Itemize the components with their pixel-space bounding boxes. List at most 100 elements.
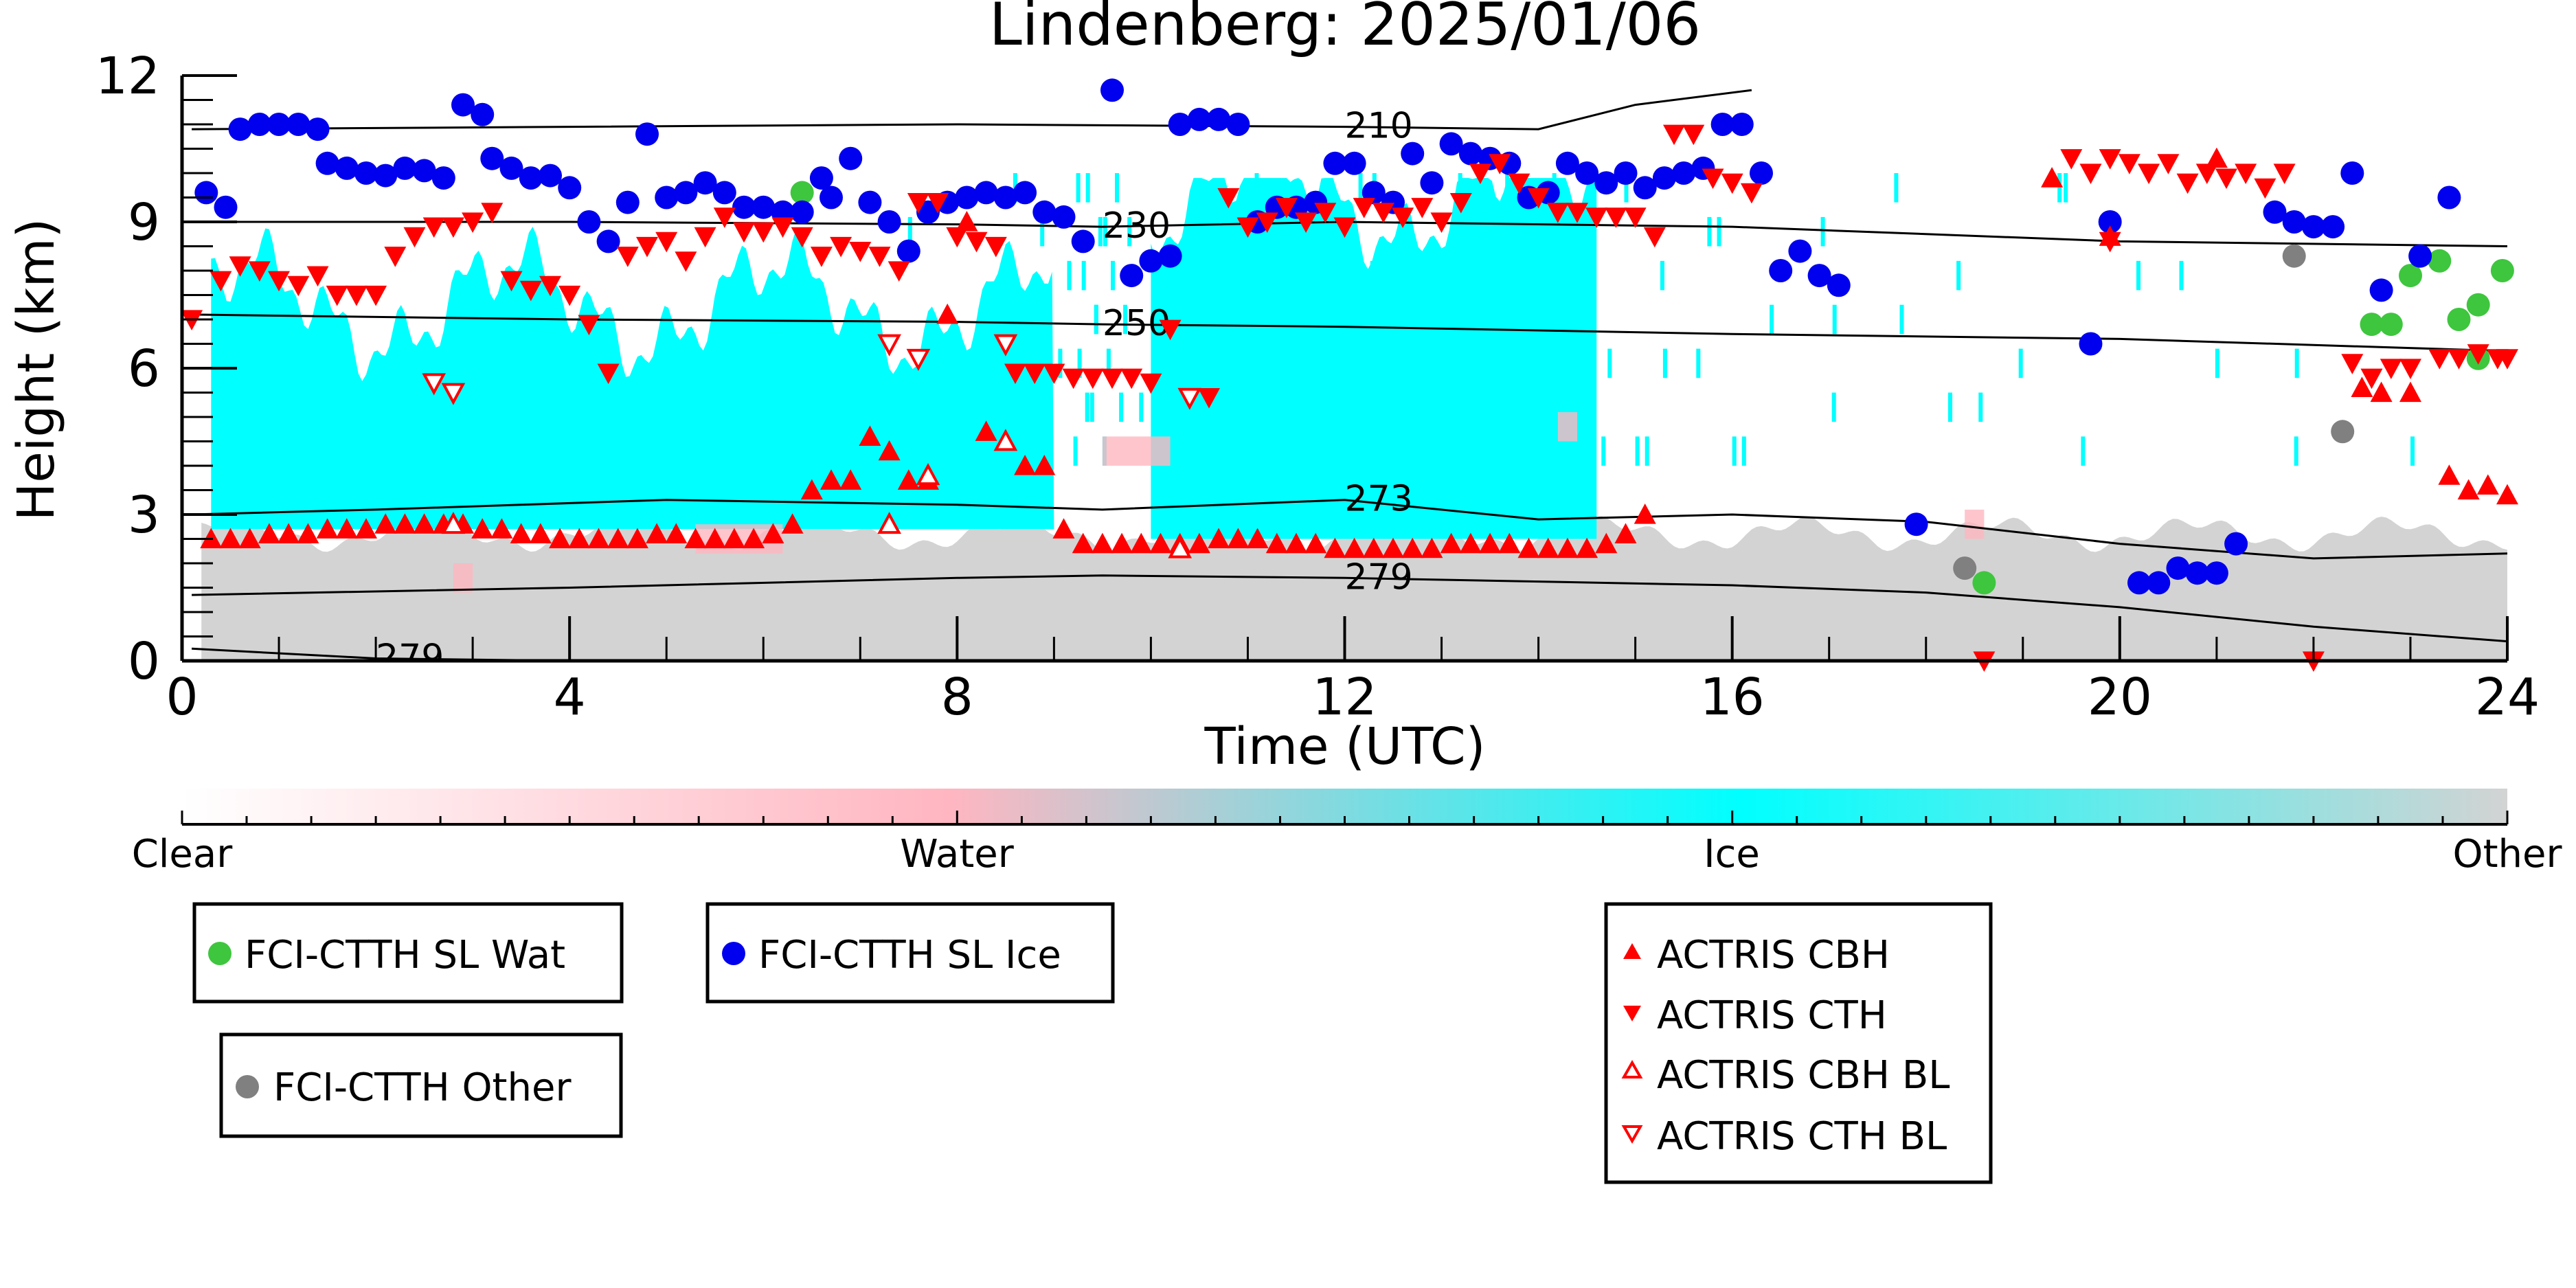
data-point [1702, 168, 1724, 190]
data-point [2428, 349, 2451, 370]
ice-streak [1469, 216, 1473, 247]
data-point [1226, 113, 1250, 136]
data-point [1953, 556, 1977, 580]
x-axis-label: Time (UTC) [1204, 717, 1485, 776]
y-tick-label: 9 [128, 193, 160, 252]
ice-streak [1370, 260, 1375, 291]
data-point [1614, 161, 1638, 185]
data-point [441, 383, 466, 405]
contour-label-279: 279 [1345, 556, 1413, 598]
ice-streak [1067, 260, 1072, 291]
ice-streak [986, 436, 991, 466]
data-point [896, 239, 920, 263]
data-point [519, 280, 542, 302]
data-point [539, 163, 562, 188]
x-tick-label: 12 [1312, 668, 1377, 727]
data-point [1120, 264, 1144, 288]
data-point [1323, 151, 1347, 175]
data-point [927, 193, 949, 214]
ice-streak [2294, 348, 2299, 379]
ice-streak [1089, 392, 1094, 422]
data-point [1256, 212, 1278, 233]
data-point [1207, 107, 1231, 131]
data-point [1168, 113, 1192, 136]
ice-streak [1098, 216, 1103, 247]
data-point [345, 285, 368, 306]
data-point [1168, 536, 1193, 558]
data-point [441, 511, 466, 534]
data-point [214, 195, 238, 219]
data-point [1439, 132, 1463, 156]
data-point [1062, 368, 1085, 389]
data-point [733, 222, 755, 243]
data-point [1392, 207, 1414, 228]
contour-line-250 [192, 313, 2507, 352]
data-point [1633, 176, 1657, 200]
ice-streak [1588, 392, 1593, 422]
data-point [1304, 532, 1327, 554]
data-point [955, 185, 979, 210]
data-point [655, 231, 678, 253]
series-fci-ctth-other [1953, 244, 2355, 580]
data-point [839, 146, 863, 170]
ice-streak [1583, 348, 1588, 379]
data-point [1236, 217, 1259, 238]
data-point [1555, 151, 1579, 175]
data-point [2273, 163, 2296, 184]
data-point [1740, 183, 1763, 204]
ice-streak [1832, 304, 1837, 335]
data-point [500, 271, 523, 292]
data-point [2185, 561, 2209, 585]
data-point [1188, 532, 1210, 554]
data-point [1508, 173, 1530, 194]
ice-streak [1058, 348, 1063, 379]
data-point [471, 518, 494, 539]
x-tick-label: 8 [941, 668, 973, 727]
data-point [2351, 376, 2373, 397]
data-point [442, 217, 464, 238]
x-tick-label: 20 [2088, 668, 2152, 727]
data-point [2079, 163, 2102, 184]
data-point [993, 334, 1018, 357]
data-point [1013, 181, 1037, 205]
data-point [1672, 161, 1696, 185]
series-fci-ctth-sl-ice [194, 78, 2461, 595]
data-point [2098, 210, 2122, 234]
data-point [1430, 212, 1453, 233]
data-point [2428, 249, 2452, 273]
ice-streak [1497, 304, 1502, 335]
data-point [888, 261, 910, 282]
ice-streak [1978, 392, 1983, 422]
data-point [703, 528, 726, 549]
data-point [993, 185, 1017, 210]
ice-streak [1635, 436, 1640, 466]
ice-streak [1022, 392, 1026, 422]
data-point [247, 113, 271, 136]
data-point [384, 247, 407, 267]
contour-label-279: 279 [376, 637, 444, 678]
ice-streak [1358, 173, 1363, 203]
data-point [791, 227, 813, 248]
data-point [431, 166, 455, 190]
data-point [1788, 239, 1812, 263]
data-point [974, 181, 998, 205]
data-point [616, 247, 639, 267]
data-point [2490, 259, 2514, 282]
data-point [1730, 113, 1754, 136]
legend-fci-other-marker [236, 1075, 259, 1098]
data-point [1449, 193, 1472, 214]
data-point [1072, 532, 1094, 554]
ice-streak [1770, 304, 1774, 335]
ice-streak [1396, 392, 1401, 422]
data-point [2399, 359, 2421, 379]
data-point [568, 528, 591, 549]
data-point [2331, 420, 2355, 444]
ice-streak [995, 348, 999, 379]
ice-streak [907, 216, 912, 247]
ice-streak [1073, 436, 1078, 466]
ice-streak [1275, 216, 1280, 247]
ice-streak [1426, 392, 1431, 422]
data-point [693, 171, 717, 195]
data-point [859, 425, 881, 446]
data-point [2341, 354, 2364, 374]
